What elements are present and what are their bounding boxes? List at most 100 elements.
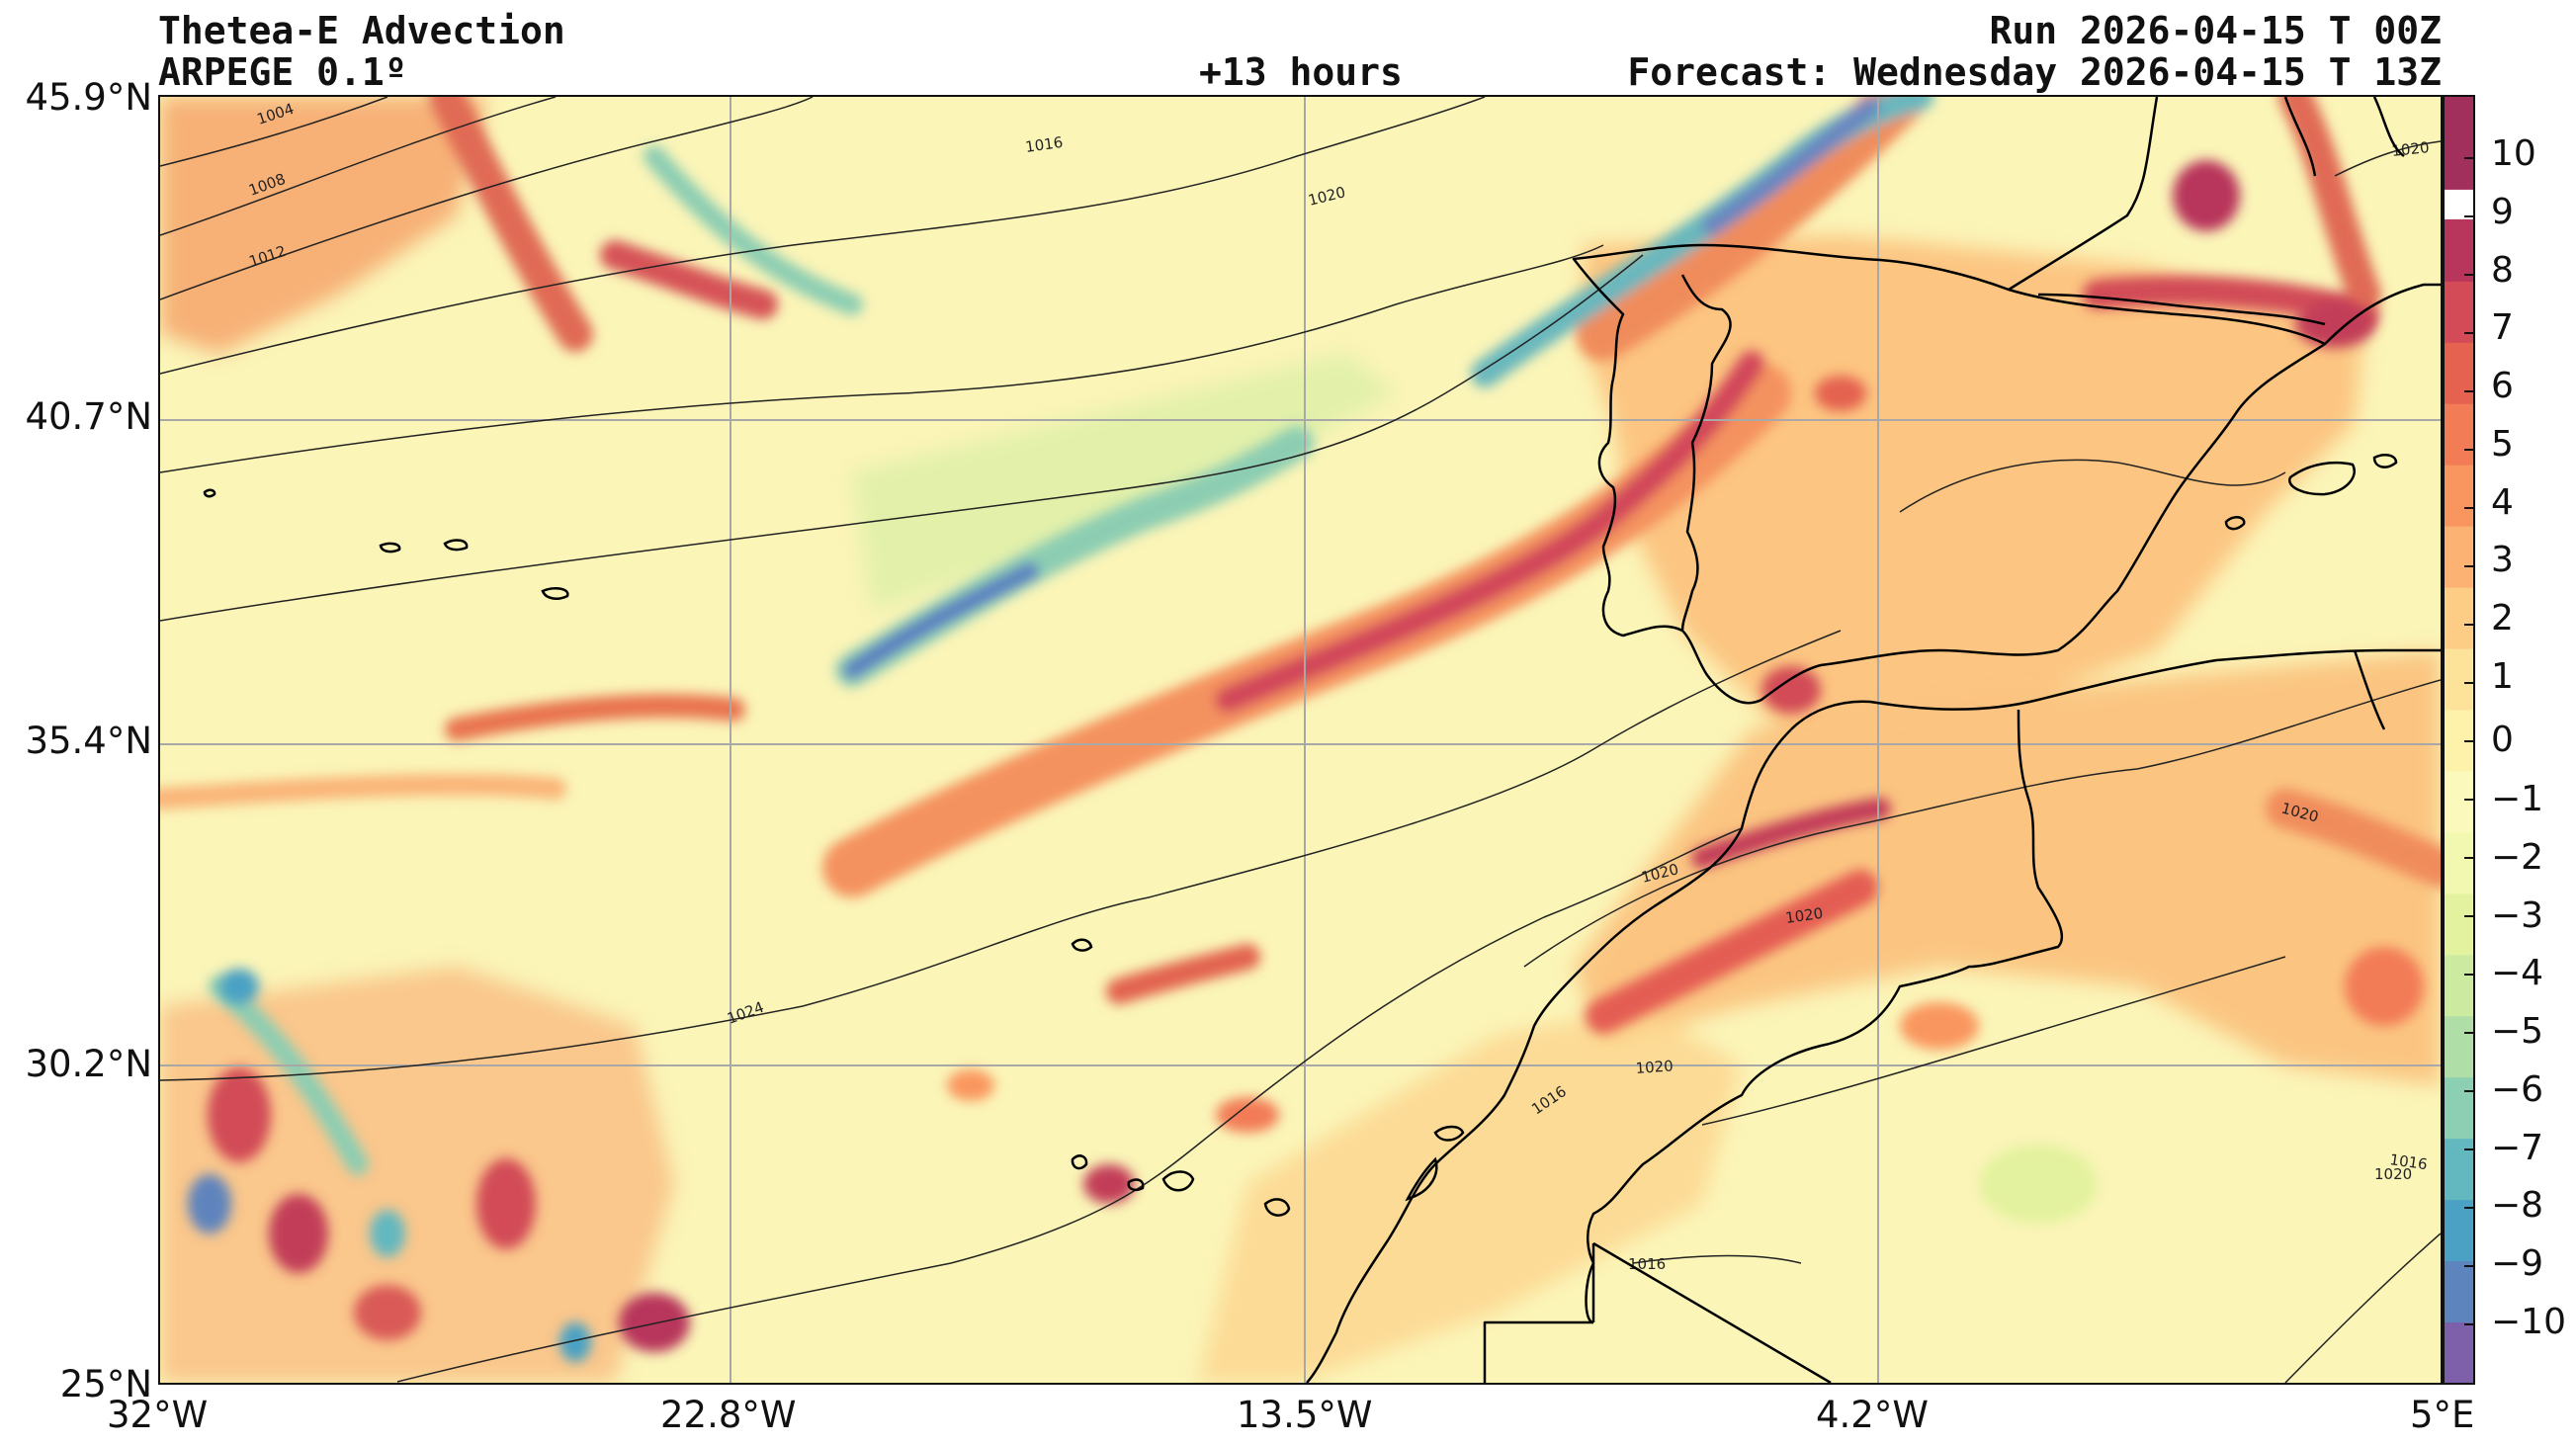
warm-streak-east-med — [2266, 789, 2441, 888]
colorbar-segment — [2445, 402, 2473, 466]
cold-band-mid-core — [843, 562, 1039, 679]
colorbar-tick-label: −1 — [2491, 779, 2544, 819]
warm-blob — [2173, 160, 2240, 231]
warm-blob — [2345, 947, 2424, 1026]
colorbar-segment — [2445, 1138, 2473, 1201]
isobar-line — [2334, 140, 2441, 177]
cold-blob — [370, 1210, 405, 1257]
run-time-label: Run 2026-04-15 T 00Z — [1989, 9, 2442, 52]
border-france-spain — [2037, 293, 2326, 326]
forecast-hour-label: +13 hours — [1199, 50, 1403, 94]
warm-region-west-sahara — [1198, 1006, 1742, 1383]
colorbar-tick-label: 8 — [2491, 250, 2514, 291]
colorbar-segment — [2445, 586, 2473, 649]
cold-band-north-core — [1702, 97, 1880, 235]
colorbar-tick-label: −5 — [2491, 1011, 2544, 1052]
colorbar-segment — [2445, 1076, 2473, 1140]
isobar-line — [1899, 459, 2286, 513]
cold-blob — [219, 969, 259, 1004]
island-canary-la-palma — [1071, 1154, 1088, 1170]
cold-streak-nw — [644, 145, 863, 315]
forecast-time-label: Forecast: Wednesday 2026-04-15 T 13Z — [1627, 50, 2442, 94]
colorbar-segment — [2445, 525, 2473, 588]
coast-north-africa — [1790, 648, 2441, 730]
lat-tick-label: 35.4°N — [25, 720, 152, 762]
isobar-label: 1016 — [1628, 1255, 1666, 1273]
isobar-line — [1523, 679, 2441, 968]
cold-blob — [559, 1322, 591, 1362]
advection-bands — [160, 97, 2441, 1175]
warm-blob — [1216, 1097, 1279, 1133]
colorbar-tick-label: 7 — [2491, 307, 2514, 348]
warm-blob — [1761, 666, 1821, 714]
graticule — [160, 97, 2441, 1383]
isobar-line — [160, 97, 557, 236]
isobars — [160, 97, 2441, 1383]
isobar-line — [160, 97, 1486, 375]
lon-tick-label: 4.2°W — [1816, 1394, 1929, 1436]
warm-blob — [1815, 376, 1866, 411]
chart-title: Thetea-E Advection — [158, 9, 565, 52]
warm-region-maghreb — [1574, 650, 2441, 1085]
warm-band-main-core — [1215, 351, 1764, 713]
isobar-label: 1020 — [2374, 1165, 2412, 1183]
isobar-label: 1020 — [1784, 904, 1824, 927]
lon-tick-label: 22.8°W — [660, 1394, 797, 1436]
cold-blob — [188, 1174, 231, 1233]
colorbar-tick-label: −3 — [2491, 895, 2544, 936]
warm-blob — [2295, 300, 2374, 348]
colorbar-tick-label: −7 — [2491, 1128, 2544, 1168]
colorbar-tick-label: 10 — [2491, 133, 2536, 174]
colorbar-tick-label: −10 — [2491, 1302, 2566, 1342]
colorbar-tick-label: 5 — [2491, 424, 2514, 465]
island-azores-3 — [541, 587, 569, 600]
colorbar-segment — [2445, 1199, 2473, 1262]
advection-blobs — [188, 160, 2424, 1362]
isobar-line — [396, 827, 1743, 1383]
cold-streak-sw — [209, 976, 369, 1175]
colorbar-segment — [2445, 464, 2473, 527]
lat-tick-label: 45.9°N — [25, 76, 152, 119]
warm-blob — [269, 1194, 328, 1273]
colorbar-tick-label: −2 — [2491, 837, 2544, 878]
colorbar-tick-label: 4 — [2491, 482, 2514, 523]
colorbar-gradient — [2445, 97, 2473, 1383]
colorbar-tick-label: −6 — [2491, 1069, 2544, 1110]
colorbar-tick-label: −9 — [2491, 1243, 2544, 1284]
island-canary-fuerteventura — [1405, 1156, 1438, 1202]
isobar-line — [2284, 1233, 2441, 1383]
island-madeira — [1071, 938, 1093, 952]
advection-broad-regions — [160, 97, 2441, 1383]
lon-tick-label: 13.5°W — [1237, 1394, 1373, 1436]
lon-tick-label: 5°E — [2410, 1394, 2475, 1436]
island-azores-1 — [379, 542, 401, 553]
isobar-line — [160, 630, 1842, 1081]
warm-blob — [1083, 1164, 1135, 1204]
warm-streak-atlas — [1691, 798, 1891, 869]
colorbar — [2443, 95, 2475, 1385]
isobar-label: 1016 — [2388, 1150, 2428, 1173]
island-canary-tenerife — [1161, 1170, 1195, 1192]
isobar-label: 1016 — [1024, 133, 1064, 156]
border-morocco-algeria — [1585, 709, 2064, 1324]
island-azores-2 — [443, 539, 469, 552]
warm-region-iberia — [1584, 235, 2364, 729]
colorbar-segment — [2445, 341, 2473, 404]
warm-band-north — [1577, 97, 1927, 361]
colorbar-tick-label: 0 — [2491, 720, 2514, 760]
lat-tick-label: 40.7°N — [25, 395, 152, 438]
island-canary-lanzarote — [1433, 1125, 1465, 1142]
warm-streak-lower — [160, 773, 566, 809]
warm-blob — [1900, 1002, 1979, 1050]
warm-blob — [476, 1158, 536, 1249]
coast-morocco-atlantic — [1306, 728, 1792, 1383]
coast-sardinia — [2283, 97, 2317, 177]
colorbar-tick-label: −4 — [2491, 953, 2544, 993]
warm-blob — [208, 1067, 271, 1162]
coast-italy — [2372, 97, 2405, 158]
coastlines — [1306, 97, 2441, 1383]
colorbar-tick-label: 1 — [2491, 656, 2514, 697]
warm-streak-alps — [2278, 97, 2381, 311]
isobar-label: 1020 — [1635, 1057, 1674, 1077]
isobar-line — [160, 97, 814, 300]
